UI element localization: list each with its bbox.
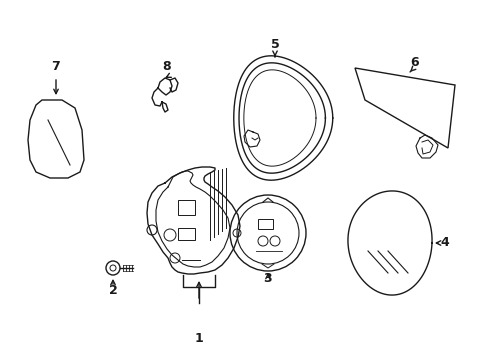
Text: 1: 1 [194, 332, 203, 345]
Text: 7: 7 [51, 60, 59, 73]
Text: 2: 2 [108, 284, 117, 297]
Text: 3: 3 [263, 271, 272, 284]
Text: 8: 8 [163, 60, 171, 73]
Text: 4: 4 [440, 237, 448, 249]
Text: 5: 5 [270, 39, 279, 51]
Text: 6: 6 [410, 55, 418, 68]
